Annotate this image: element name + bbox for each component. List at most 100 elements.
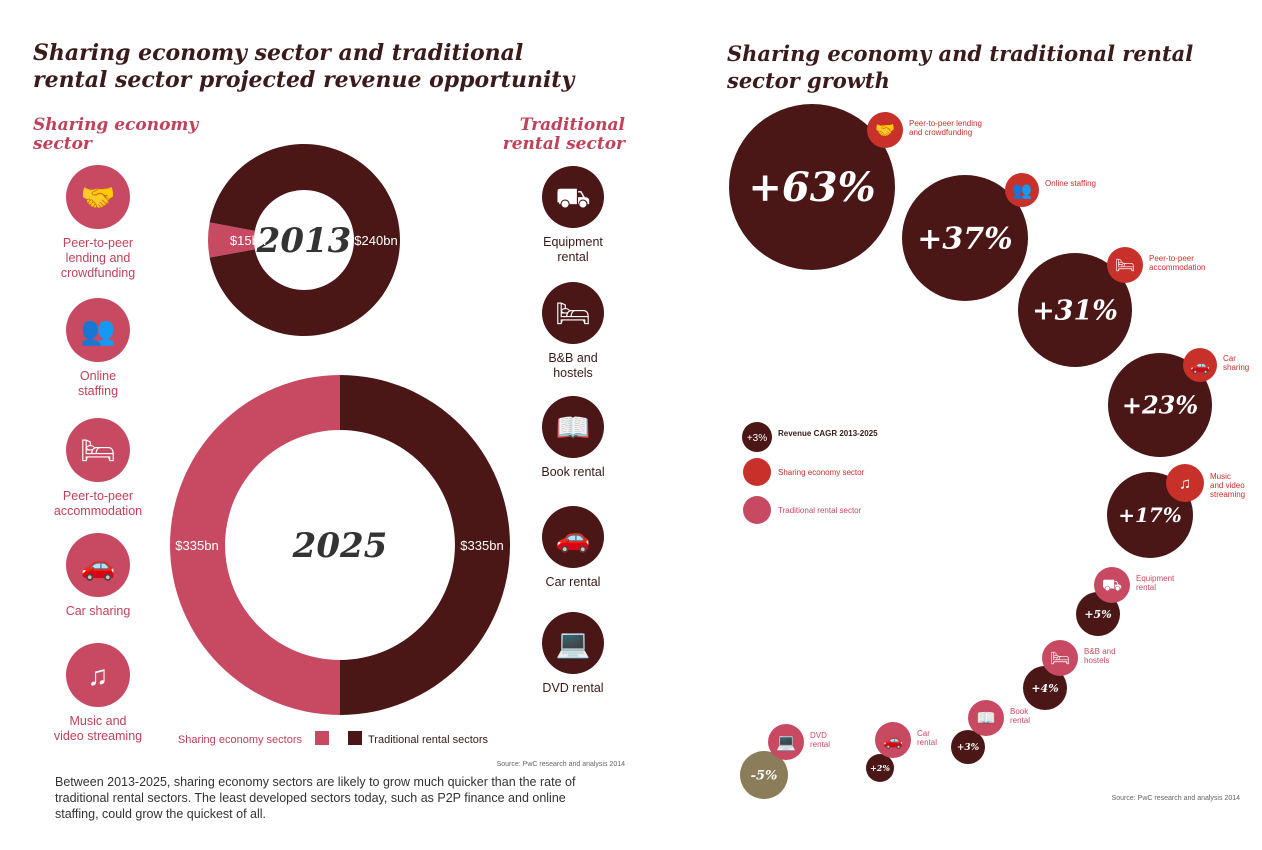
sector-label: Online staffing bbox=[1045, 179, 1096, 188]
traditional-heading: Traditional bbox=[520, 115, 626, 135]
growth-value: +23% bbox=[1122, 390, 1198, 419]
donut-slice bbox=[207, 222, 255, 258]
right-title: Sharing economy and traditional rental s… bbox=[727, 41, 1194, 93]
car-icon: 🚗 bbox=[81, 550, 116, 582]
sharing-sector-label: Car sharing bbox=[66, 604, 131, 618]
sector-label: Peer-to-peer bbox=[1149, 254, 1194, 263]
slice-label: $335bn bbox=[460, 538, 503, 553]
car-icon-circle bbox=[875, 722, 911, 758]
sharing-sector-label: Peer-to-peer bbox=[63, 489, 133, 503]
book-icon-circle bbox=[542, 396, 604, 458]
sharing-sector-label: crowdfunding bbox=[61, 266, 135, 280]
traditional-sector-label: Car rental bbox=[546, 575, 601, 589]
music-note-icon: ♫ bbox=[88, 660, 109, 691]
legend-sharing-circle bbox=[743, 458, 771, 486]
legend-traditional-text: Traditional rental sector bbox=[778, 506, 862, 515]
bed-icon-circle bbox=[1107, 247, 1143, 283]
summary-paragraph: Between 2013-2025, sharing economy secto… bbox=[55, 775, 576, 789]
sector-label: Car bbox=[1223, 354, 1236, 363]
forklift-icon: ⛟ bbox=[555, 182, 590, 213]
sharing-heading: sector bbox=[32, 134, 93, 154]
car-icon-circle bbox=[1183, 348, 1217, 382]
sharing-sector-label: Peer-to-peer bbox=[63, 236, 133, 250]
car-icon: 🚗 bbox=[556, 522, 591, 554]
growth-value: +63% bbox=[748, 164, 875, 211]
sharing-sector-label: video streaming bbox=[54, 729, 142, 743]
sector-label: accommodation bbox=[1149, 263, 1205, 272]
summary-paragraph: staffing, could grow the quickest of all… bbox=[55, 807, 266, 821]
growth-bubble bbox=[1108, 353, 1212, 457]
source-note: Source: PwC research and analysis 2014 bbox=[497, 761, 626, 768]
sector-label: sharing bbox=[1223, 363, 1249, 372]
sector-label: Car bbox=[917, 729, 930, 738]
summary-paragraph: traditional rental sectors. The least de… bbox=[55, 791, 566, 805]
growth-value: +2% bbox=[870, 763, 890, 773]
right-source-note: Source: PwC research and analysis 2014 bbox=[1112, 795, 1241, 802]
donut-slice bbox=[340, 375, 511, 715]
sector-label: rental bbox=[1136, 583, 1156, 592]
growth-value: +31% bbox=[1032, 295, 1118, 326]
book-icon: 📖 bbox=[976, 711, 996, 728]
legend-swatch-sharing bbox=[315, 731, 329, 745]
legend-traditional: Traditional rental sectors bbox=[368, 734, 489, 746]
sharing-heading: Sharing economy bbox=[33, 115, 199, 135]
sector-label: hostels bbox=[1084, 656, 1109, 665]
bed-icon: 🛏 bbox=[1115, 258, 1135, 275]
growth-bubble bbox=[951, 730, 985, 764]
sharing-sector-label: Music and bbox=[70, 714, 127, 728]
slice-label: $240bn bbox=[354, 233, 397, 248]
handshake-icon-circle bbox=[867, 112, 903, 148]
sector-label: and crowdfunding bbox=[909, 128, 972, 137]
traditional-sector-label: Equipment bbox=[543, 235, 603, 249]
music-note-icon-circle bbox=[66, 643, 130, 707]
growth-bubble bbox=[740, 751, 788, 799]
legend-sharing: Sharing economy sectors bbox=[178, 734, 303, 746]
sector-label: Book bbox=[1010, 707, 1029, 716]
bed-icon: 🛏 bbox=[1050, 651, 1070, 668]
people-icon-circle bbox=[1005, 173, 1039, 207]
slice-label: $335bn bbox=[175, 538, 218, 553]
growth-value: +37% bbox=[917, 222, 1012, 257]
sector-label: and video bbox=[1210, 481, 1245, 490]
forklift-icon-circle bbox=[542, 166, 604, 228]
car-icon: 🚗 bbox=[883, 733, 903, 750]
growth-bubble bbox=[1023, 666, 1067, 710]
book-icon-circle bbox=[968, 700, 1004, 736]
car-icon-circle bbox=[66, 533, 130, 597]
left-title: Sharing economy sector and traditional bbox=[33, 40, 523, 66]
bed-icon: 🛏 bbox=[80, 435, 116, 466]
forklift-icon-circle bbox=[1094, 567, 1130, 603]
traditional-sector-label: B&B and bbox=[548, 351, 597, 365]
traditional-sector-label: Book rental bbox=[541, 465, 604, 479]
slice-label: $15bn bbox=[230, 233, 266, 248]
growth-bubble bbox=[1018, 253, 1132, 367]
growth-bubble bbox=[866, 754, 894, 782]
bed-icon: 🛏 bbox=[555, 298, 591, 329]
growth-value: +17% bbox=[1118, 503, 1182, 527]
donut-slice bbox=[209, 144, 400, 336]
sharing-sector-label: lending and bbox=[66, 251, 131, 265]
forklift-icon: ⛟ bbox=[1102, 578, 1122, 595]
growth-bubble bbox=[1076, 592, 1120, 636]
handshake-icon: 🤝 bbox=[81, 182, 116, 213]
bed-icon-circle bbox=[542, 282, 604, 344]
growth-bubble bbox=[902, 175, 1028, 301]
legend-cagr: Revenue CAGR 2013-2025 bbox=[778, 429, 878, 438]
car-icon: 🚗 bbox=[1190, 358, 1210, 375]
traditional-sector-label: DVD rental bbox=[542, 681, 603, 695]
music-note-icon-circle bbox=[1166, 464, 1204, 502]
traditional-sector-label: hostels bbox=[553, 366, 593, 380]
sharing-sector-label: staffing bbox=[78, 384, 118, 398]
sector-label: Peer-to-peer lending bbox=[909, 119, 982, 128]
legend-traditional-circle bbox=[743, 496, 771, 524]
donut-year: 2013 bbox=[256, 221, 352, 261]
sector-label: rental bbox=[917, 738, 937, 747]
bed-icon-circle bbox=[1042, 640, 1078, 676]
people-icon: 👥 bbox=[1012, 183, 1032, 200]
people-icon: 👥 bbox=[81, 315, 116, 347]
book-icon: 📖 bbox=[556, 412, 591, 443]
car-icon-circle bbox=[542, 506, 604, 568]
legend-swatch-traditional bbox=[348, 731, 362, 745]
growth-value: -5% bbox=[751, 769, 778, 784]
